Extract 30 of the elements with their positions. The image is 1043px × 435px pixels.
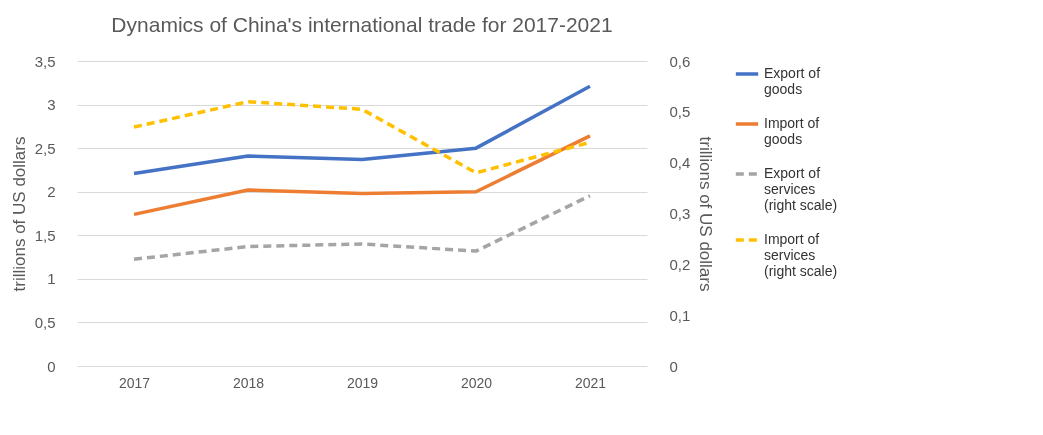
y2-tick-label: 0,4 (669, 154, 691, 172)
y2-tick-label: 0,1 (669, 306, 691, 324)
y-tick-label: 0,5 (34, 313, 56, 331)
line-series (132, 193, 592, 261)
chart-title: Dynamics of China's international trade for 2017-2021 (111, 13, 613, 36)
x-tick-label: 2020 (460, 374, 493, 391)
x-tick-label: 2021 (574, 374, 607, 391)
legend-label: Export of services (right scale) (764, 165, 838, 213)
y-tick-label: 0 (47, 357, 56, 375)
x-tick-label: 2018 (232, 374, 265, 391)
y2-tick-label: 0,6 (669, 52, 691, 70)
line-series (132, 84, 592, 176)
y2-tick-label: 0 (669, 357, 678, 375)
y-tick-label: 1 (47, 270, 56, 288)
x-tick-label: 2017 (118, 374, 151, 391)
y-tick-label: 1,5 (34, 226, 56, 244)
y2-tick-label: 0,3 (669, 205, 691, 222)
y-tick-label: 2 (47, 183, 56, 201)
line-series (132, 134, 592, 217)
y-tick-label: 3,5 (34, 52, 56, 70)
y2-axis-title: trillions of US dollars (696, 136, 716, 292)
legend-label: Import of goods (764, 115, 820, 147)
y-axis-title: trillions of US dollars (9, 136, 29, 292)
legend-label: Export of goods (764, 65, 821, 97)
y2-tick-label: 0,2 (669, 255, 691, 273)
legend-label: Import of services (right scale) (764, 231, 838, 279)
y-tick-label: 2,5 (34, 139, 56, 157)
x-tick-label: 2019 (346, 374, 379, 391)
y-tick-label: 3 (47, 96, 56, 114)
y2-tick-label: 0,5 (669, 103, 691, 121)
